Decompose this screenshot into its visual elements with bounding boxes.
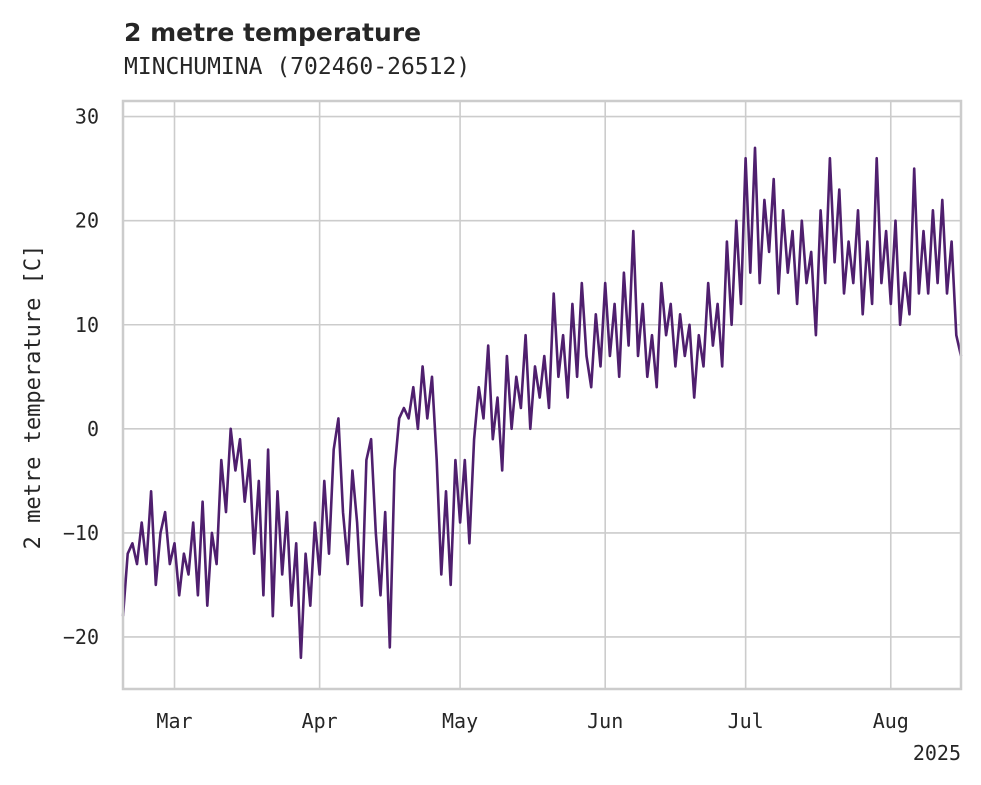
y-tick-label: 30	[75, 105, 99, 129]
y-tick-label: 20	[75, 209, 99, 233]
x-tick-label: May	[442, 709, 478, 733]
y-tick-label: −20	[63, 625, 99, 649]
x-tick-label: Jun	[587, 709, 623, 733]
chart-title: 2 metre temperature	[124, 18, 421, 47]
x-axis-ticks: Mar Apr May Jun Jul Aug	[156, 709, 908, 733]
x-tick-label: Mar	[156, 709, 192, 733]
y-tick-label: −10	[63, 521, 99, 545]
x-axis-year-label: 2025	[913, 741, 961, 765]
y-tick-label: 10	[75, 313, 99, 337]
y-tick-label: 0	[87, 417, 99, 441]
x-tick-label: Aug	[873, 709, 909, 733]
chart-subtitle: MINCHUMINA (702460-26512)	[124, 54, 470, 80]
x-tick-label: Apr	[302, 709, 338, 733]
x-tick-label: Jul	[728, 709, 764, 733]
y-axis-label: 2 metre temperature [C]	[21, 245, 46, 550]
grid-lines	[123, 101, 961, 689]
series-line-temperature	[121, 146, 963, 660]
y-axis-ticks: −20 −10 0 10 20 30	[63, 105, 99, 649]
plot-frame	[121, 99, 963, 691]
